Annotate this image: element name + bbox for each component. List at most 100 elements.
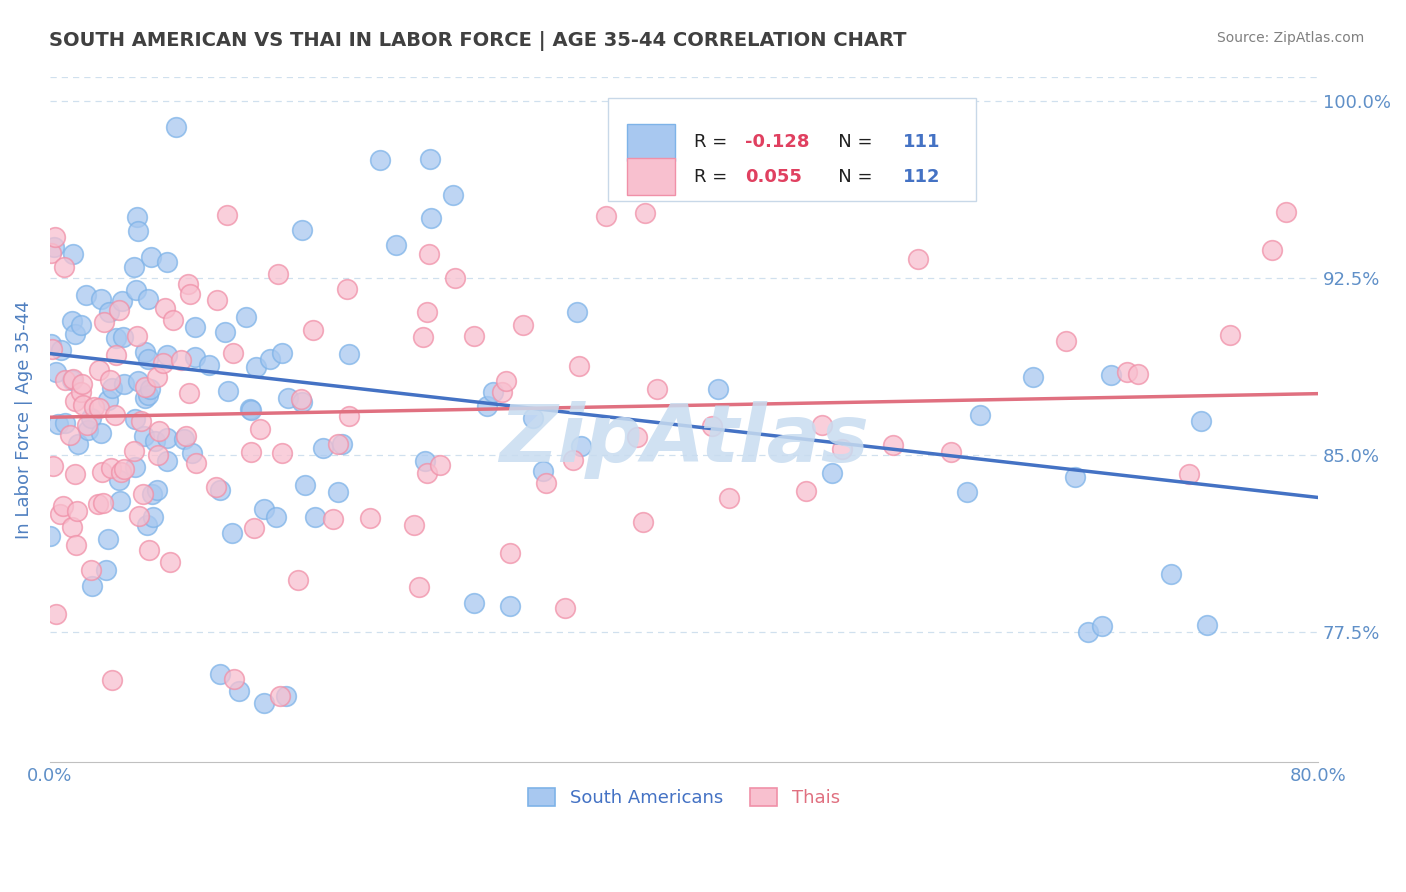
Point — [156, 453, 179, 467]
Point — [70, 385, 93, 400]
Point — [49, 343, 72, 358]
Point — [404, 517, 426, 532]
Text: 111: 111 — [903, 134, 941, 152]
Point — [270, 346, 292, 360]
Point — [156, 255, 179, 269]
Point — [48, 507, 70, 521]
Point — [75, 288, 97, 302]
Point — [169, 353, 191, 368]
Point — [53, 417, 76, 431]
Point — [98, 305, 121, 319]
Point — [148, 448, 170, 462]
Point — [385, 238, 408, 252]
Point — [595, 209, 617, 223]
Point — [177, 386, 200, 401]
Point — [969, 408, 991, 422]
Point — [205, 293, 228, 307]
Point — [107, 303, 129, 318]
Point — [259, 351, 281, 366]
Point — [499, 546, 522, 560]
Point — [1077, 625, 1099, 640]
Point — [65, 538, 87, 552]
Point — [87, 401, 110, 415]
Point — [59, 428, 82, 442]
Point — [156, 348, 179, 362]
Point — [243, 521, 266, 535]
Point — [124, 459, 146, 474]
Point — [512, 318, 534, 332]
Point — [104, 348, 127, 362]
Point — [416, 305, 439, 319]
Point — [291, 222, 314, 236]
Point — [269, 689, 291, 703]
Point — [291, 394, 314, 409]
Point — [41, 342, 63, 356]
Point — [101, 673, 124, 688]
Point — [112, 376, 135, 391]
Point — [89, 362, 111, 376]
Point — [111, 330, 134, 344]
Point — [98, 373, 121, 387]
Point — [217, 208, 239, 222]
Point — [330, 437, 353, 451]
Point — [184, 456, 207, 470]
Point — [240, 403, 263, 417]
Point — [63, 326, 86, 341]
Point — [122, 443, 145, 458]
Point — [335, 282, 357, 296]
Point — [91, 496, 114, 510]
Text: SOUTH AMERICAN VS THAI IN LABOR FORCE | AGE 35-44 CORRELATION CHART: SOUTH AMERICAN VS THAI IN LABOR FORCE | … — [49, 31, 907, 51]
Point — [277, 391, 299, 405]
Point — [127, 374, 149, 388]
Point — [820, 467, 842, 481]
Point — [38, 529, 60, 543]
Point — [125, 283, 148, 297]
Point — [266, 510, 288, 524]
Point — [93, 315, 115, 329]
Point — [208, 667, 231, 681]
Point — [138, 543, 160, 558]
Point — [96, 564, 118, 578]
Point — [112, 461, 135, 475]
Point — [159, 556, 181, 570]
Point — [495, 374, 517, 388]
Point — [368, 153, 391, 167]
Point — [127, 224, 149, 238]
Point — [44, 229, 66, 244]
Point — [569, 439, 592, 453]
Point — [87, 497, 110, 511]
Point — [228, 684, 250, 698]
Point — [136, 292, 159, 306]
Point — [1260, 243, 1282, 257]
Point — [274, 689, 297, 703]
Point — [44, 607, 66, 621]
Point — [70, 376, 93, 391]
Text: N =: N = — [821, 168, 879, 186]
Point — [245, 359, 267, 374]
Point — [221, 526, 243, 541]
Point — [80, 410, 103, 425]
Point — [328, 485, 350, 500]
Point — [304, 510, 326, 524]
Point — [1275, 205, 1298, 219]
Point — [412, 330, 434, 344]
Point — [222, 672, 245, 686]
Point — [67, 436, 90, 450]
Point — [101, 381, 124, 395]
Point — [222, 345, 245, 359]
Point — [634, 206, 657, 220]
Point — [707, 382, 730, 396]
Point — [174, 429, 197, 443]
Point — [72, 398, 94, 412]
Point — [125, 210, 148, 224]
Bar — [627, 124, 675, 161]
Text: Source: ZipAtlas.com: Source: ZipAtlas.com — [1216, 31, 1364, 45]
Point — [413, 454, 436, 468]
Point — [1091, 619, 1114, 633]
Point — [302, 323, 325, 337]
Point — [1126, 368, 1149, 382]
Point — [70, 318, 93, 332]
Point — [128, 509, 150, 524]
Point — [631, 516, 654, 530]
Point — [408, 580, 430, 594]
